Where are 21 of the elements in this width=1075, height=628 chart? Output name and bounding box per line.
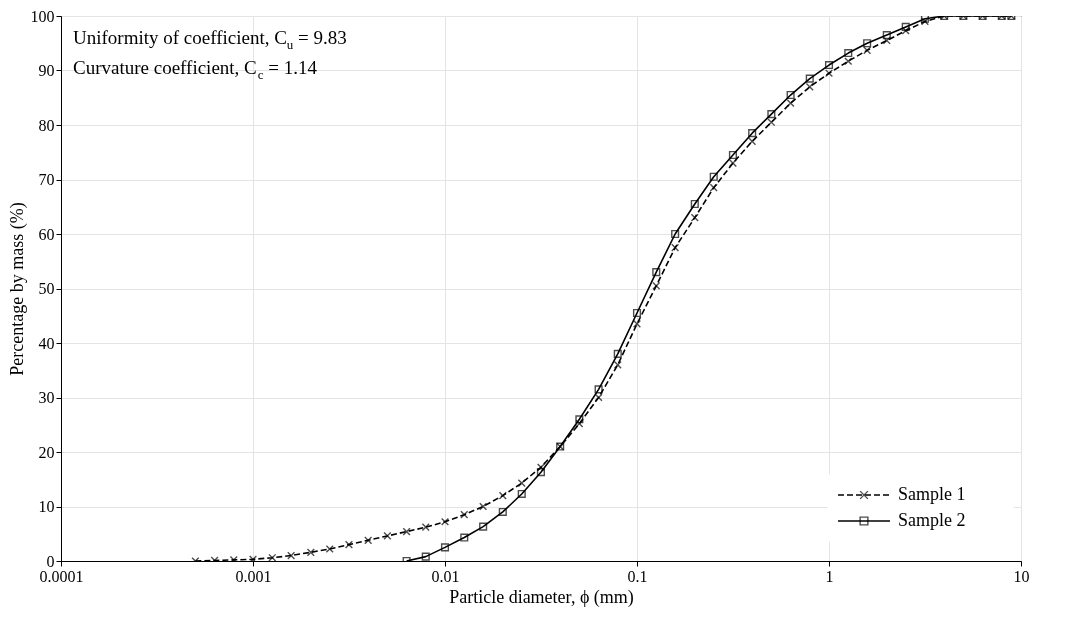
x-tick-label: 0.0001 — [39, 567, 84, 585]
y-tick-label: 100 — [30, 7, 55, 25]
y-tick-label: 70 — [38, 171, 55, 188]
legend-label: Sample 1 — [898, 484, 966, 504]
y-tick-label: 40 — [38, 334, 55, 352]
x-tick-label: 0.01 — [431, 567, 460, 585]
x-tick-label: 0.001 — [235, 567, 272, 585]
y-tick-label: 90 — [38, 62, 55, 79]
y-tick-label: 20 — [38, 443, 55, 461]
x-tick-label: 10 — [1013, 567, 1030, 585]
x-axis-title: Particle diameter, ϕ (mm) — [449, 586, 634, 608]
y-tick-label: 30 — [38, 389, 55, 406]
y-tick-label: 80 — [38, 116, 55, 134]
x-tick-label: 0.1 — [627, 567, 648, 585]
y-tick-label: 50 — [38, 280, 55, 297]
y-tick-label: 0 — [46, 552, 55, 570]
x-tick-label: 1 — [825, 567, 834, 585]
legend-label: Sample 2 — [898, 510, 966, 530]
y-tick-label: 60 — [38, 225, 55, 243]
y-tick-label: 10 — [38, 498, 55, 515]
y-axis-title: Percentage by mass (%) — [6, 202, 28, 376]
